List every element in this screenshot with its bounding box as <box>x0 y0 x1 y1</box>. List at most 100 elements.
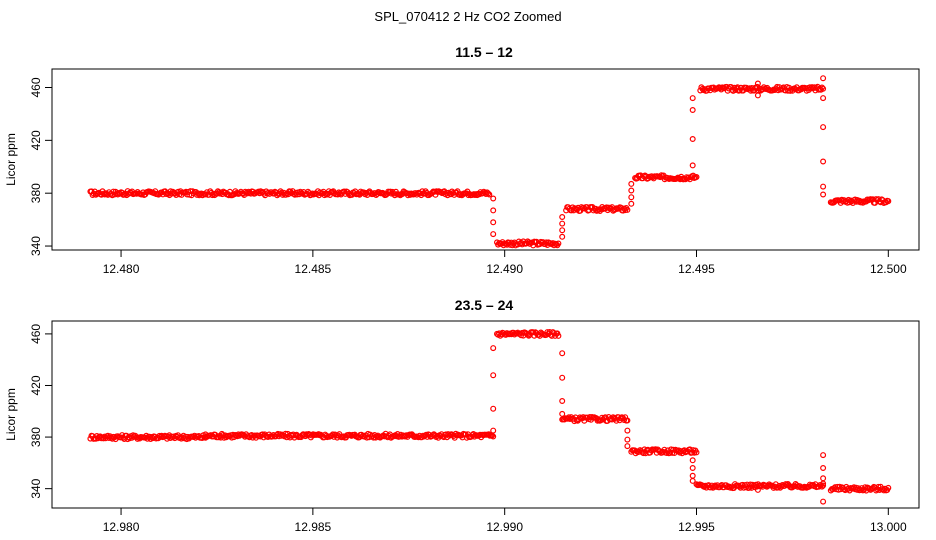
data-point <box>820 124 827 131</box>
data-point <box>624 417 631 424</box>
figure-title: SPL_070412 2 Hz CO2 Zoomed <box>374 9 562 24</box>
data-point <box>820 465 827 472</box>
data-point <box>820 183 827 190</box>
data-point <box>624 427 631 434</box>
data-point <box>689 136 696 143</box>
data-points <box>87 329 892 505</box>
data-point <box>559 233 566 240</box>
data-point <box>820 475 827 482</box>
panel-title: 23.5 – 24 <box>455 297 514 313</box>
x-tick-label: 12.495 <box>678 262 715 276</box>
data-point <box>559 374 566 381</box>
data-point <box>490 405 497 412</box>
panel-title: 11.5 – 12 <box>455 44 513 60</box>
data-point <box>555 332 562 339</box>
y-tick-label: 380 <box>29 427 43 447</box>
y-tick-label: 460 <box>29 324 43 344</box>
data-point <box>693 174 700 181</box>
data-point <box>689 106 696 113</box>
data-point <box>820 85 827 92</box>
data-point <box>490 427 497 434</box>
data-point <box>820 452 827 459</box>
data-point <box>747 87 754 94</box>
data-point <box>163 191 170 198</box>
plot-frame <box>51 320 920 509</box>
data-point <box>689 457 696 464</box>
x-tick-label: 12.500 <box>870 262 907 276</box>
data-point <box>885 484 892 491</box>
x-tick-label: 12.985 <box>295 520 332 534</box>
data-point <box>559 350 566 357</box>
y-tick-label: 340 <box>29 478 43 498</box>
data-point <box>689 472 696 479</box>
data-point <box>210 190 217 197</box>
data-point <box>820 191 827 198</box>
data-point <box>559 398 566 405</box>
data-point <box>754 486 761 493</box>
data-point <box>658 172 665 179</box>
y-axis: 340 380 420 460 <box>29 324 52 499</box>
data-point <box>486 191 493 198</box>
panel-23-5-24: 23.5 – 24 Licor ppm 12.980 12.985 12.990 12… <box>4 297 920 534</box>
y-axis-label: Licor ppm <box>4 388 18 441</box>
data-point <box>559 227 566 234</box>
y-tick-label: 420 <box>29 375 43 395</box>
data-point <box>490 345 497 352</box>
x-tick-label: 12.990 <box>486 520 523 534</box>
data-point <box>747 481 754 488</box>
data-point <box>628 200 635 207</box>
data-point <box>490 372 497 379</box>
data-point <box>490 219 497 226</box>
data-point <box>628 194 635 201</box>
data-point <box>885 198 892 205</box>
data-point <box>820 482 827 489</box>
data-point <box>624 206 631 213</box>
data-point <box>689 465 696 472</box>
data-point <box>490 207 497 214</box>
x-tick-label: 12.485 <box>295 262 332 276</box>
x-tick-label: 12.995 <box>678 520 715 534</box>
data-point <box>624 443 631 450</box>
x-axis: 12.480 12.485 12.490 12.495 12.500 <box>103 250 907 276</box>
plot-frame <box>51 68 920 251</box>
data-point <box>490 433 497 440</box>
y-tick-label: 460 <box>29 77 43 97</box>
data-point <box>727 484 734 491</box>
data-point <box>820 158 827 165</box>
x-tick-label: 13.000 <box>870 520 907 534</box>
data-point <box>559 220 566 227</box>
data-point <box>693 449 700 456</box>
data-point <box>669 449 676 456</box>
data-point <box>628 180 635 187</box>
x-axis: 12.980 12.985 12.990 12.995 13.000 <box>103 508 907 534</box>
data-point <box>818 483 825 490</box>
y-tick-label: 420 <box>29 130 43 150</box>
data-point <box>818 84 825 91</box>
data-point <box>820 498 827 505</box>
data-point <box>485 190 492 197</box>
x-tick-label: 12.980 <box>103 520 140 534</box>
data-point <box>303 431 310 438</box>
data-point <box>490 231 497 238</box>
y-axis: 340 380 420 460 <box>29 77 52 256</box>
y-axis-label: Licor ppm <box>4 133 18 186</box>
data-point <box>754 92 761 99</box>
y-tick-label: 380 <box>29 183 43 203</box>
y-tick-label: 340 <box>29 236 43 256</box>
data-point <box>559 214 566 221</box>
x-tick-label: 12.490 <box>486 262 523 276</box>
data-point <box>624 436 631 443</box>
data-point <box>490 195 497 202</box>
panel-11-5-12: 11.5 – 12 Licor ppm 12.480 12.485 12.490 12… <box>4 44 920 276</box>
data-point <box>689 95 696 102</box>
data-point <box>555 240 562 247</box>
data-point <box>689 477 696 484</box>
data-point <box>820 480 827 487</box>
x-tick-label: 12.480 <box>103 262 140 276</box>
data-point <box>530 329 537 336</box>
data-point <box>689 162 696 169</box>
data-point <box>559 410 566 417</box>
data-point <box>628 187 635 194</box>
